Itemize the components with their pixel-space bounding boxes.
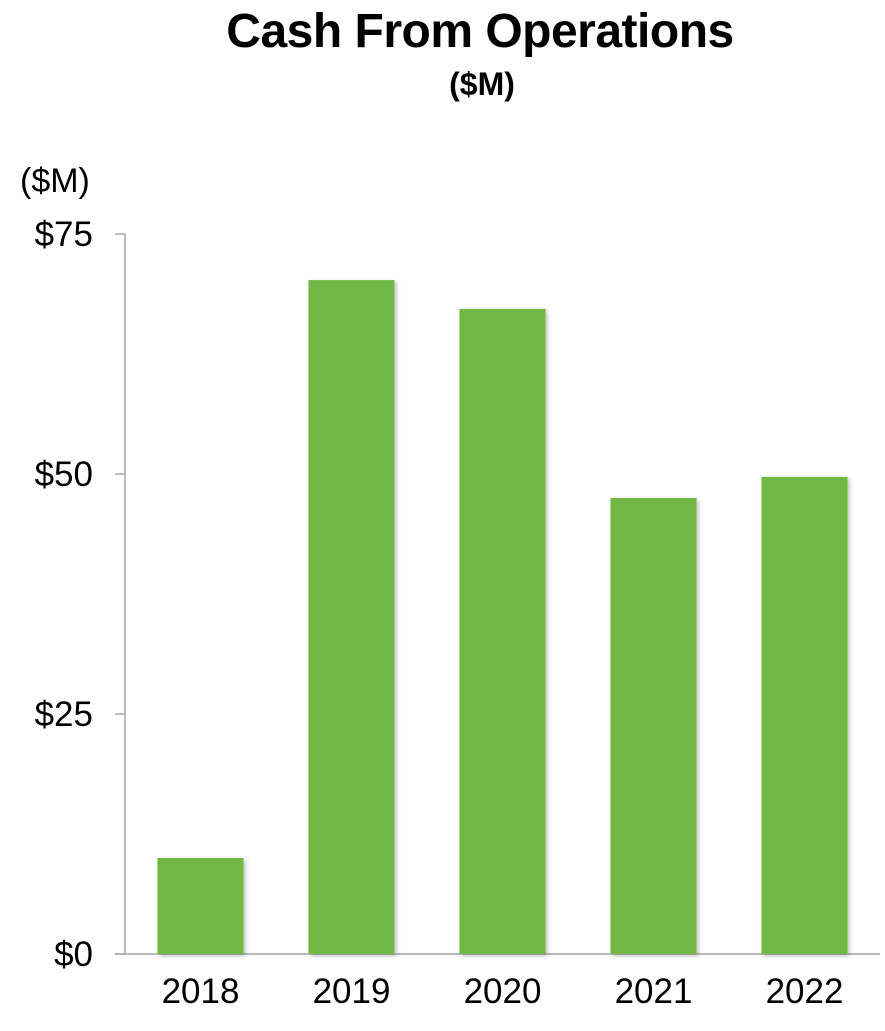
bar xyxy=(157,858,244,954)
bar xyxy=(761,476,848,954)
x-tick-label: 2018 xyxy=(162,972,240,1011)
chart-bars xyxy=(157,280,848,955)
y-tick-label: $50 xyxy=(35,455,93,494)
chart-labels: $0 $25 $50 $75 2018 2019 2020 2021 2022 xyxy=(35,215,844,1011)
x-tick-label: 2022 xyxy=(766,972,844,1011)
bar xyxy=(308,280,395,955)
y-tick-label: $0 xyxy=(54,935,93,974)
y-tick-label: $75 xyxy=(35,215,93,254)
x-tick-label: 2020 xyxy=(464,972,542,1011)
chart-subtitle: ($M) xyxy=(449,66,515,102)
chart-title: Cash From Operations xyxy=(226,5,734,58)
bar xyxy=(459,308,546,954)
bar xyxy=(610,498,697,954)
x-tick-label: 2019 xyxy=(313,972,391,1011)
x-tick-label: 2021 xyxy=(615,972,693,1011)
y-axis-label: ($M) xyxy=(20,162,90,200)
y-tick-label: $25 xyxy=(35,695,93,734)
